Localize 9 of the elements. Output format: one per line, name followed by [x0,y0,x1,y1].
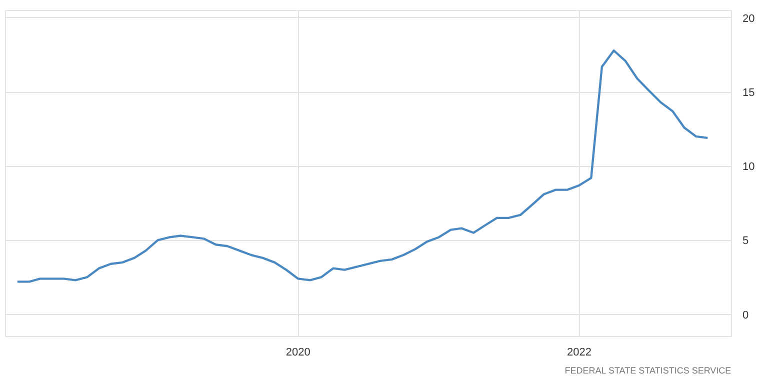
line-series [16,49,709,283]
x-tick-label: 2022 [566,346,592,358]
y-tick-label: 5 [742,235,749,248]
y-tick-label: 10 [742,161,755,174]
y-tick-label: 20 [742,12,755,25]
text: FEDERAL STATE STATISTICS SERVICE [564,366,732,376]
y-tick-label: 0 [742,309,749,322]
x-tick-label: 2020 [286,346,310,358]
y-tick-label: 15 [742,87,755,99]
